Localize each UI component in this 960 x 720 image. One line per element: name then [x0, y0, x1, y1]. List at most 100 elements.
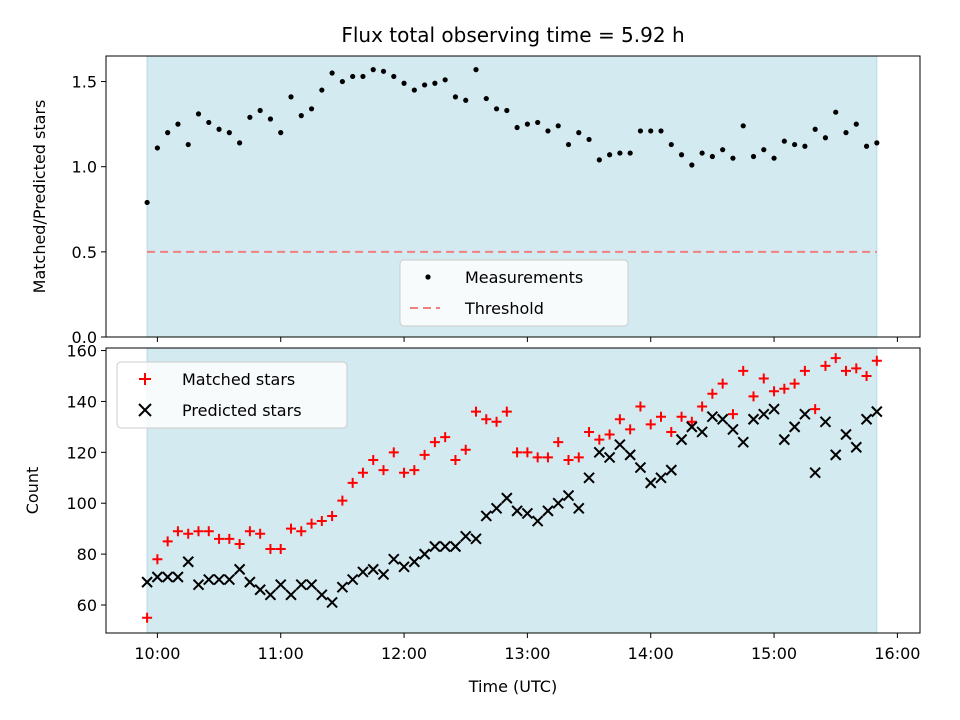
y-tick-label: 80: [77, 545, 97, 564]
predicted-stars-point: [244, 576, 256, 588]
matched-stars-point: [707, 388, 718, 399]
matched-stars-point: [614, 414, 625, 425]
matched-stars-point: [460, 444, 471, 455]
predicted-stars-point: [264, 589, 277, 601]
matched-stars-point: [697, 401, 708, 412]
predicted-stars-point: [778, 433, 791, 446]
legend-swatch-measurements: [425, 274, 431, 280]
matched-stars-point: [481, 414, 492, 425]
matched-stars-point: [758, 373, 769, 384]
predicted-stars-point: [696, 426, 708, 438]
matched-stars-point: [368, 454, 379, 465]
predicted-stars-point: [151, 571, 164, 583]
measurements-point: [144, 199, 150, 206]
matched-stars-point: [419, 449, 430, 460]
matched-stars-point: [532, 452, 543, 463]
matched-stars-point: [429, 437, 440, 448]
y-tick-label: 60: [77, 596, 97, 615]
matched-stars-point: [830, 353, 841, 364]
measurements-point: [586, 136, 592, 143]
measurements-point: [308, 106, 315, 112]
predicted-stars-point: [449, 540, 462, 553]
predicted-stars-point: [480, 510, 492, 522]
x-tick-label: 13:00: [504, 644, 550, 663]
matched-stars-point: [727, 409, 738, 420]
predicted-stars-point: [706, 410, 719, 423]
measurements-point: [555, 123, 561, 129]
matched-stars-point: [635, 401, 646, 412]
predicted-stars-point: [408, 556, 421, 568]
matched-stars-point: [286, 523, 296, 534]
predicted-stars-point: [768, 403, 780, 415]
matched-stars-point: [265, 544, 276, 555]
predicted-stars-point: [593, 446, 606, 459]
matched-stars-point: [871, 355, 882, 366]
matched-stars-point: [584, 426, 595, 437]
predicted-stars-point: [573, 502, 585, 515]
measurements-point: [678, 152, 685, 158]
matched-stars-point: [604, 429, 615, 440]
measurements-point: [863, 143, 870, 149]
bottom-panel: 60 80 100 120 140 160 10:00 11:00 12:00 13:00 14:0…: [23, 342, 921, 663]
predicted-stars-point: [562, 489, 575, 502]
y-tick-label: 100: [66, 494, 97, 513]
measurements-point: [422, 82, 428, 88]
measurements-point: [452, 94, 459, 100]
measurements-point: [833, 109, 839, 115]
measurements-point: [627, 150, 633, 156]
matched-stars-point: [388, 447, 399, 458]
matched-stars-point: [769, 386, 780, 397]
matched-stars-point: [316, 516, 327, 527]
matched-stars-point: [244, 526, 255, 537]
measurements-point: [288, 94, 294, 100]
predicted-stars-point: [501, 492, 513, 504]
axes-frame: [105, 347, 921, 634]
measurements-point: [247, 114, 253, 120]
y-tick-label: 1.0: [72, 158, 97, 177]
predicted-stars-point: [388, 553, 400, 565]
measurements-point: [874, 140, 880, 146]
measurements-point: [185, 141, 191, 148]
predicted-stars-point: [192, 578, 205, 591]
predicted-stars-point: [429, 540, 441, 553]
predicted-stars-point: [758, 408, 770, 420]
matched-stars-point: [851, 363, 862, 374]
matched-stars-point: [347, 477, 358, 488]
measurements-point: [576, 130, 582, 136]
measurements-point: [175, 121, 181, 127]
predicted-stars-point: [860, 413, 873, 425]
x-tick-label: 15:00: [751, 644, 797, 663]
matched-stars-point: [471, 406, 481, 417]
chart-title: Flux total observing time = 5.92 h: [341, 23, 684, 47]
measurements-point: [339, 78, 345, 85]
matched-stars-point: [522, 447, 533, 458]
legend: Measurements Threshold: [399, 259, 629, 327]
measurements-point: [401, 80, 407, 86]
matched-stars-point: [861, 370, 872, 381]
measurements-point: [195, 111, 202, 117]
predicted-stars-point: [799, 408, 811, 420]
predicted-stars-point: [285, 589, 297, 601]
measurements-point: [206, 119, 212, 126]
measurements-point: [493, 106, 500, 112]
measurements-point: [319, 87, 325, 93]
matched-stars-point: [306, 518, 317, 529]
matched-stars-point: [255, 528, 266, 539]
predicted-stars-point: [172, 571, 184, 583]
legend-swatch-matched-stars: [139, 373, 151, 385]
matched-stars-point: [645, 419, 656, 430]
measurements-point: [216, 126, 222, 132]
measurements-point: [391, 73, 397, 80]
measurements-point: [853, 121, 859, 127]
matched-stars-point: [810, 404, 821, 415]
measurements-point: [165, 130, 171, 136]
predicted-stars-point: [275, 578, 287, 591]
measurements-point: [596, 157, 602, 163]
predicted-stars-point: [531, 515, 544, 527]
matched-stars-point: [542, 452, 553, 463]
measurements-point: [463, 97, 469, 103]
measurements-point: [648, 128, 654, 134]
measurements-point: [473, 67, 479, 73]
matched-stars-point: [327, 510, 338, 521]
